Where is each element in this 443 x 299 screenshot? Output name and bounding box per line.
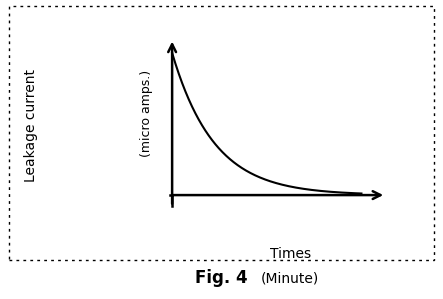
Text: (micro amps.): (micro amps.)	[140, 70, 153, 158]
Text: Fig. 4: Fig. 4	[195, 269, 248, 287]
Text: (Minute): (Minute)	[261, 272, 319, 286]
Text: Leakage current: Leakage current	[24, 69, 38, 182]
Text: Times: Times	[270, 248, 311, 261]
